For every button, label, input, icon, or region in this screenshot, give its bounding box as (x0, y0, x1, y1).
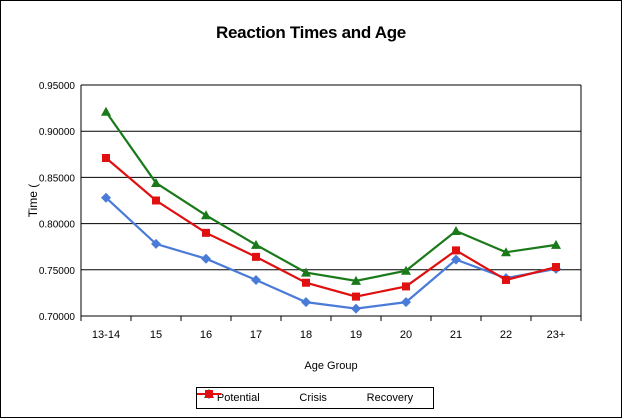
chart-legend: Potential Crisis Recovery (196, 387, 434, 409)
series-line-crisis (105, 111, 557, 283)
legend-label: Recovery (366, 392, 414, 404)
x-tick-label: 15 (150, 329, 162, 341)
data-point-recovery (552, 263, 560, 272)
data-point-crisis (151, 177, 161, 187)
data-point-recovery (202, 228, 210, 237)
data-point-potential (201, 253, 211, 264)
y-tick-label: 0.80000 (39, 220, 76, 231)
chart-title: Reaction Times and Age (216, 23, 406, 42)
series-line-recovery (105, 157, 557, 298)
x-tick-label: 18 (300, 329, 312, 341)
data-point-crisis (551, 239, 561, 249)
data-point-potential (301, 297, 311, 308)
x-axis-title: Age Group (304, 360, 357, 372)
legend-label: Potential (216, 392, 260, 404)
legend-label: Crisis (299, 392, 327, 404)
data-point-crisis (401, 265, 411, 275)
data-point-recovery (152, 196, 160, 205)
data-point-recovery (252, 252, 260, 261)
data-point-crisis (101, 106, 111, 116)
data-point-crisis (251, 239, 261, 249)
legend-symbol-recovery (197, 390, 221, 398)
data-point-potential (401, 297, 411, 308)
y-axis-title: Time ( (26, 184, 40, 218)
data-point-recovery (402, 282, 410, 291)
data-point-crisis (301, 267, 311, 277)
data-point-potential (151, 238, 161, 249)
y-tick-label: 0.95000 (39, 81, 76, 92)
data-point-crisis (451, 225, 461, 235)
legend-item-crisis: Crisis (197, 389, 327, 404)
data-point-recovery (102, 153, 110, 162)
data-point-crisis (351, 275, 361, 285)
x-tick-label: 23+ (547, 329, 566, 341)
x-tick-label: 16 (200, 329, 212, 341)
legend-item-recovery: Recovery (197, 390, 414, 404)
legend-marker (205, 390, 213, 398)
series-line-potential (105, 196, 557, 310)
x-tick-label: 13-14 (92, 329, 120, 341)
data-point-crisis (501, 247, 511, 257)
x-tick-label: 20 (400, 329, 412, 341)
y-tick-label: 0.85000 (39, 173, 76, 184)
x-tick-label: 21 (450, 329, 462, 341)
data-point-potential (251, 274, 261, 285)
data-point-potential (351, 303, 361, 314)
data-point-recovery (352, 292, 360, 301)
x-tick-label: 19 (350, 329, 362, 341)
y-tick-label: 0.70000 (39, 312, 76, 323)
data-point-potential (101, 192, 111, 203)
x-tick-label: 22 (500, 329, 512, 341)
data-point-recovery (502, 275, 510, 284)
data-point-potential (451, 254, 461, 265)
x-tick-label: 17 (250, 329, 262, 341)
data-point-recovery (302, 278, 310, 287)
y-tick-label: 0.75000 (39, 266, 76, 277)
y-tick-label: 0.90000 (39, 127, 76, 138)
data-point-crisis (201, 210, 211, 220)
legend-item-potential: Potential (197, 389, 260, 404)
data-point-recovery (452, 246, 460, 255)
